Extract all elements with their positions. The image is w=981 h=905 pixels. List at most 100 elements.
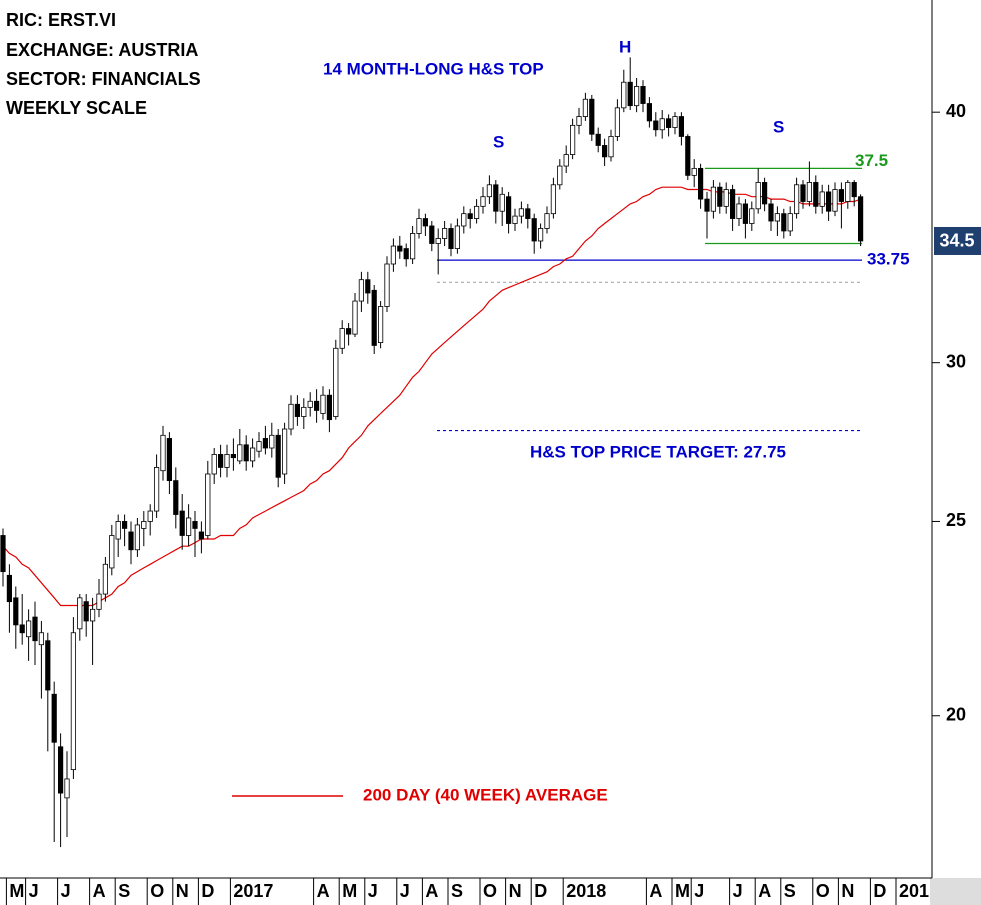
annotation: S — [493, 132, 504, 151]
candle-body — [422, 218, 429, 227]
candle-body — [819, 191, 825, 207]
candle-body — [627, 81, 633, 107]
info: WEEKLY SCALE — [6, 98, 147, 118]
candle-body — [806, 182, 813, 202]
candle-body — [672, 116, 678, 128]
candle-body — [544, 213, 550, 229]
candle-body — [262, 438, 269, 449]
candle-body — [602, 145, 608, 158]
candle-body — [307, 400, 313, 408]
y-tick-label: 40 — [946, 101, 966, 121]
candle-body — [653, 120, 659, 131]
x-tick-label: M — [9, 881, 24, 901]
x-tick-label: J — [733, 881, 743, 901]
candle-body — [339, 328, 345, 349]
candle-body — [435, 238, 441, 244]
annotation: H — [619, 37, 631, 56]
candle-body — [51, 693, 57, 743]
candle-body — [461, 213, 467, 227]
level-label: 37.5 — [855, 151, 888, 170]
x-tick-label: D — [873, 881, 886, 901]
candle-body — [109, 535, 115, 569]
candle-body — [147, 510, 153, 522]
candle-body — [281, 428, 288, 475]
candle-body — [249, 447, 256, 462]
candle-body — [525, 208, 531, 219]
candle-body — [659, 118, 665, 131]
candle-body — [384, 263, 390, 307]
x-tick-label: N — [176, 881, 189, 901]
candle-body — [217, 454, 224, 468]
candle-body — [403, 248, 409, 260]
plot — [0, 57, 864, 848]
candle-body — [710, 186, 717, 212]
candle-body — [77, 597, 83, 630]
candle-body — [294, 403, 301, 417]
candle-body — [64, 778, 70, 799]
x-tick-label: J — [368, 881, 378, 901]
candle-body — [122, 521, 128, 529]
candle-body — [320, 394, 326, 414]
candle-body — [313, 400, 320, 411]
candle-body — [160, 434, 166, 472]
candle-body — [563, 154, 569, 167]
x-tick-label: A — [649, 881, 662, 901]
candle-body — [557, 165, 563, 186]
x-tick-label: A — [425, 881, 438, 901]
candle-body — [538, 228, 544, 242]
candle-body — [397, 245, 403, 252]
candle-body — [224, 454, 230, 468]
candle-body — [480, 196, 486, 207]
candle-body — [762, 182, 768, 205]
price-box — [934, 226, 981, 255]
candle-body — [781, 213, 787, 232]
candle-body — [736, 203, 742, 219]
candle-body — [774, 213, 781, 222]
candle-body — [589, 98, 595, 135]
candle-body — [275, 434, 281, 478]
candle-body — [832, 189, 838, 212]
info: EXCHANGE: AUSTRIA — [6, 40, 198, 60]
info: SECTOR: FINANCIALS — [6, 69, 201, 89]
candle-body — [582, 98, 589, 117]
candle-body — [730, 189, 736, 219]
candle-body — [518, 208, 525, 217]
candle-body — [768, 203, 774, 222]
candle-body — [429, 225, 435, 244]
annotation: 14 MONTH-LONG H&S TOP — [323, 59, 544, 78]
candle-body — [749, 208, 755, 224]
candle-body — [371, 289, 377, 346]
candle-body — [550, 184, 557, 215]
candle-body — [838, 189, 845, 202]
candle-body — [6, 574, 12, 603]
x-tick-label: M — [342, 881, 357, 901]
candle-body — [83, 601, 89, 622]
x-tick-label: J — [694, 881, 704, 901]
candle-body — [32, 616, 38, 642]
candle-body — [826, 191, 832, 212]
candle-body — [851, 182, 857, 198]
candle-body — [794, 184, 800, 215]
candle-body — [505, 196, 512, 224]
x-tick-label: N — [841, 881, 854, 901]
y-tick-label: 25 — [946, 510, 966, 530]
x-tick-label: O — [483, 881, 497, 901]
candle-body — [755, 182, 761, 210]
candle-body — [128, 531, 134, 551]
x-tick-label: J — [29, 881, 39, 901]
candle-body — [326, 394, 333, 421]
candle-body — [473, 205, 480, 219]
y-tick-label: 20 — [946, 705, 966, 725]
candle-body — [678, 116, 685, 137]
candle-body — [345, 328, 352, 335]
candle-body — [25, 620, 32, 638]
candle-body — [787, 213, 793, 232]
candle-body — [467, 213, 473, 219]
candle-body — [640, 86, 646, 104]
candle-body — [205, 473, 211, 536]
candle-body — [256, 441, 262, 452]
candle-body — [493, 184, 499, 212]
x-tick-label: M — [675, 881, 690, 901]
candle-body — [243, 444, 249, 462]
